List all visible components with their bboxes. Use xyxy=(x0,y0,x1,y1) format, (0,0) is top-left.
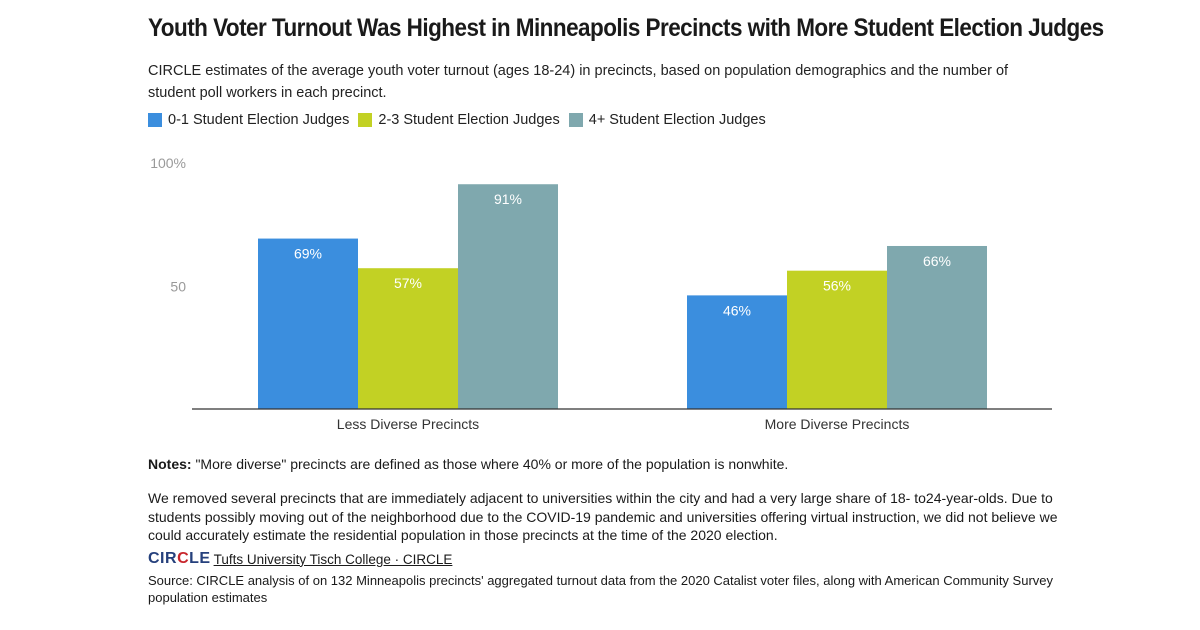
bar-label-1-1: 56% xyxy=(823,278,851,294)
bar-0-1 xyxy=(358,268,458,409)
y-tick-label-100: 100% xyxy=(150,155,186,171)
circle-logo: CIRCLE xyxy=(148,550,211,567)
legend-item-4-plus: 4+ Student Election Judges xyxy=(568,112,766,128)
bar-chart: 50 100% 69% 46% 57% 56% 91% 66% Less Diverse Pre… xyxy=(150,155,1052,432)
legend-swatch-4-plus xyxy=(568,113,583,127)
bar-label-1-2: 66% xyxy=(923,253,951,269)
bar-1-2 xyxy=(887,245,987,409)
legend: 0-1 Student Election Judges 2-3 Student … xyxy=(148,112,775,128)
source-note: Source: CIRCLE analysis of on 132 Minnea… xyxy=(148,573,1053,605)
tufts-circle-link[interactable]: Tufts University Tisch College · CIRCLE xyxy=(213,551,453,567)
legend-swatch-2-3 xyxy=(358,113,373,127)
notes: Notes: "More diverse" precincts are defi… xyxy=(148,455,1048,474)
category-label-1: More Diverse Precincts xyxy=(765,416,910,432)
brand-row: CIRCLE Tufts University Tisch College · … xyxy=(148,550,452,568)
bar-label-0-2: 91% xyxy=(494,191,522,207)
chart-subtitle: CIRCLE estimates of the average youth vo… xyxy=(148,63,1009,101)
bar-1-1 xyxy=(787,270,887,409)
y-tick-label-50: 50 xyxy=(170,279,186,295)
bar-0-0 xyxy=(258,238,358,409)
notes-label: Notes: xyxy=(148,456,192,472)
bar-0-2 xyxy=(458,184,558,409)
legend-label-4-plus: 4+ Student Election Judges xyxy=(588,112,766,128)
bar-label-0-1: 57% xyxy=(394,275,422,291)
legend-label-2-3: 2-3 Student Election Judges xyxy=(378,112,560,128)
bar-label-1-0: 46% xyxy=(723,302,751,318)
legend-swatch-0-1 xyxy=(148,113,162,127)
category-label-0: Less Diverse Precincts xyxy=(337,416,479,432)
bar-1-0 xyxy=(687,295,787,409)
legend-label-0-1: 0-1 Student Election Judges xyxy=(168,112,350,128)
legend-item-2-3: 2-3 Student Election Judges xyxy=(358,112,560,128)
notes-text: "More diverse" precincts are defined as … xyxy=(191,456,789,472)
chart-title: Youth Voter Turnout Was Highest in Minne… xyxy=(148,14,1104,42)
methodology-paragraph: We removed several precincts that are im… xyxy=(148,490,1058,543)
legend-item-0-1: 0-1 Student Election Judges xyxy=(148,112,349,128)
bar-label-0-0: 69% xyxy=(294,246,322,262)
